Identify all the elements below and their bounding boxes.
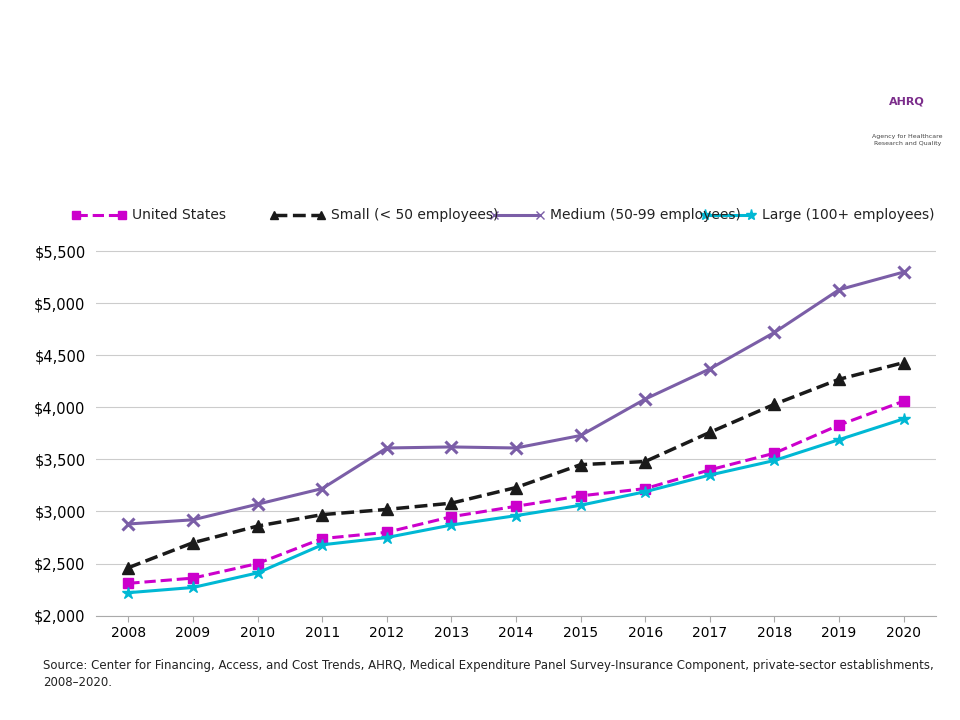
- Text: Medium (50-99 employees): Medium (50-99 employees): [550, 208, 741, 222]
- Text: Small (< 50 employees): Small (< 50 employees): [331, 208, 498, 222]
- Text: Large (100+ employees): Large (100+ employees): [761, 208, 934, 222]
- Text: Figure 11. Average annual employee contribution (in dollars) for: Figure 11. Average annual employee contr…: [66, 58, 779, 78]
- Text: United States: United States: [132, 208, 227, 222]
- Ellipse shape: [797, 67, 960, 252]
- Text: employee-plus-one  coverage, overall and by firm size, 2008–2020: employee-plus-one coverage, overall and …: [59, 127, 786, 145]
- Text: AHRQ: AHRQ: [889, 96, 925, 106]
- Text: Agency for Healthcare
Research and Quality: Agency for Healthcare Research and Quali…: [872, 134, 943, 145]
- Text: Source: Center for Financing, Access, and Cost Trends, AHRQ, Medical Expenditure: Source: Center for Financing, Access, an…: [43, 659, 934, 689]
